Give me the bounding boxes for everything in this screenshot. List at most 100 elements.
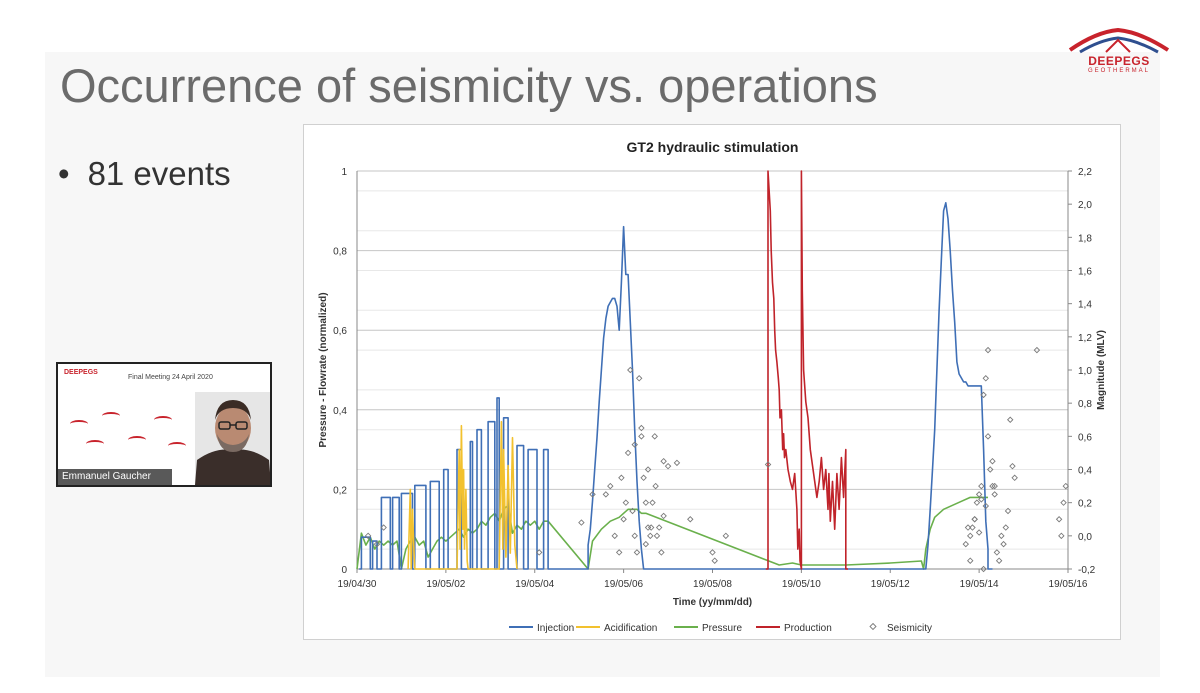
seismicity-point bbox=[711, 557, 718, 564]
y-tick-label: 0,8 bbox=[333, 247, 347, 258]
y-tick-label: 0,6 bbox=[333, 326, 347, 337]
seismicity-point bbox=[653, 532, 661, 540]
y2-tick-label: 1,2 bbox=[1078, 333, 1092, 344]
seismicity-point bbox=[1009, 462, 1016, 470]
video-logo: DEEPEGS bbox=[64, 369, 98, 376]
x-tick-label: 19/05/02 bbox=[426, 579, 465, 590]
y-tick-label: 0 bbox=[341, 565, 347, 576]
seismicity-point bbox=[975, 491, 983, 498]
seismicity-point bbox=[660, 457, 667, 465]
seismicity-point bbox=[984, 433, 992, 440]
seismicity-point bbox=[638, 424, 645, 432]
y-tick-label: 1 bbox=[341, 167, 347, 178]
y-axis-label: Pressure - Flowrate (normalized) bbox=[318, 292, 329, 447]
seismicity-point bbox=[651, 433, 658, 440]
x-tick-label: 19/05/08 bbox=[693, 579, 732, 590]
seismicity-point bbox=[373, 540, 381, 548]
seismicity-point bbox=[578, 519, 585, 526]
seismicity-point bbox=[633, 549, 641, 556]
seismicity-point bbox=[627, 366, 634, 374]
x-tick-label: 19/05/10 bbox=[782, 579, 821, 590]
seismicity-point bbox=[615, 549, 623, 556]
seismicity-point bbox=[967, 532, 974, 540]
seismicity-point bbox=[989, 457, 996, 465]
seismicity-point bbox=[973, 499, 981, 506]
seismicity-point bbox=[642, 499, 650, 506]
seismicity-point bbox=[622, 499, 630, 506]
mini-logo-icon bbox=[168, 442, 186, 450]
seismicity-point bbox=[655, 524, 663, 531]
y2-tick-label: 1,0 bbox=[1078, 366, 1092, 377]
seismicity-point bbox=[535, 549, 543, 556]
seismicity-point bbox=[986, 466, 994, 473]
seismicity-point bbox=[991, 482, 998, 490]
seismicity-point bbox=[978, 482, 985, 490]
slide-title: Occurrence of seismicity vs. operations bbox=[60, 59, 878, 112]
seismicity-point bbox=[969, 524, 976, 531]
seismicity-point bbox=[647, 532, 654, 540]
seismicity-point bbox=[638, 433, 645, 440]
legend-label-production: Production bbox=[784, 623, 832, 634]
seismicity-point bbox=[971, 516, 978, 523]
bullet-dot-icon: • bbox=[58, 155, 70, 192]
y2-tick-label: 0,8 bbox=[1078, 399, 1092, 410]
deepegs-logo-icon bbox=[1068, 28, 1170, 54]
seismicity-point bbox=[364, 532, 372, 540]
seismicity-point bbox=[635, 375, 643, 382]
seismicity-point bbox=[982, 502, 990, 510]
y-tick-label: 0,2 bbox=[333, 485, 347, 496]
legend-label-acidification: Acidification bbox=[604, 623, 657, 634]
x-tick-label: 19/05/12 bbox=[871, 579, 910, 590]
seismicity-point bbox=[995, 557, 1003, 564]
seismicity-point bbox=[1004, 507, 1012, 515]
series-line-pressure bbox=[356, 496, 988, 570]
seismicity-point bbox=[673, 459, 681, 467]
seismicity-point bbox=[1011, 474, 1018, 482]
seismicity-point bbox=[764, 461, 772, 468]
seismicity-point bbox=[652, 482, 659, 490]
y2-tick-label: 0,2 bbox=[1078, 499, 1092, 510]
seismicity-point bbox=[649, 499, 656, 506]
y2-tick-label: 1,4 bbox=[1078, 300, 1092, 311]
seismicity-point bbox=[1062, 482, 1070, 490]
seismicity-point bbox=[709, 549, 716, 556]
seismicity-point bbox=[722, 532, 730, 540]
logo-subtitle: GEOTHERMAL bbox=[1087, 68, 1150, 74]
seismicity-point bbox=[658, 549, 665, 556]
y2-tick-label: 2,2 bbox=[1078, 167, 1092, 178]
bullet-item: • 81 events bbox=[58, 155, 231, 193]
video-thumbnail[interactable]: DEEPEGS Final Meeting 24 April 2020 Emma… bbox=[56, 362, 272, 487]
seismicity-point bbox=[644, 466, 652, 473]
seismicity-point bbox=[982, 375, 990, 382]
seismicity-point bbox=[980, 565, 987, 573]
legend-label-pressure: Pressure bbox=[702, 623, 742, 634]
logo-name: DEEPEGS bbox=[1088, 54, 1150, 68]
chart-frame: 0 0,2 0,4 0,6 0,8 1 -0,2 0,0 0,2 0,4 0,6 0,8 1,0 1,2 1… bbox=[303, 124, 1121, 640]
seismicity-point bbox=[618, 474, 625, 482]
seismicity-point bbox=[971, 516, 978, 523]
seismicity-point bbox=[687, 516, 694, 523]
seismicity-point bbox=[602, 491, 610, 498]
y2-tick-label: 2,0 bbox=[1078, 200, 1092, 211]
series-line-injection bbox=[359, 202, 993, 570]
x-tick-label: 19/05/04 bbox=[515, 579, 554, 590]
seismicity-point bbox=[380, 524, 387, 531]
seismicity-point bbox=[980, 391, 987, 399]
legend-label-seismicity: Seismicity bbox=[887, 623, 932, 634]
seismicity-point bbox=[967, 557, 974, 564]
seismicity-point bbox=[1055, 516, 1063, 523]
x-tick-label: 19/05/06 bbox=[604, 579, 643, 590]
y2-tick-label: 0,6 bbox=[1078, 432, 1092, 443]
mini-logo-icon bbox=[70, 420, 88, 428]
chart: 0 0,2 0,4 0,6 0,8 1 -0,2 0,0 0,2 0,4 0,6 0,8 1,0 1,2 1… bbox=[318, 139, 1107, 634]
mini-logo-icon bbox=[154, 416, 172, 424]
seismicity-point bbox=[962, 540, 970, 548]
seismicity-point bbox=[989, 482, 996, 490]
mini-logo-icon bbox=[86, 440, 104, 448]
x-axis-label: Time (yy/mm/dd) bbox=[673, 597, 752, 608]
video-header: Final Meeting 24 April 2020 bbox=[128, 374, 213, 381]
series-line-acidification bbox=[407, 420, 518, 570]
seismicity-point bbox=[978, 496, 985, 503]
y2-axis-label: Magnitude (MLV) bbox=[1096, 330, 1107, 410]
seismicity-point bbox=[1060, 499, 1067, 506]
